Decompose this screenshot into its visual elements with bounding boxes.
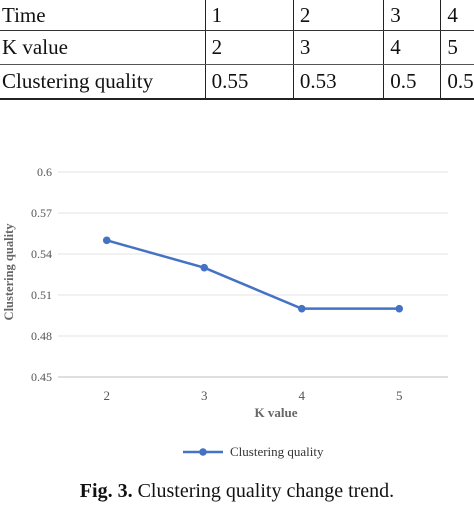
legend: Clustering quality [183, 444, 324, 459]
figure-caption: Fig. 3. Clustering quality change trend. [0, 480, 474, 503]
y-tick-label: 0.57 [31, 206, 52, 220]
table-cell: 1 [204, 0, 294, 31]
table-cell: 3 [292, 30, 384, 65]
y-tick-label: 0.45 [31, 370, 52, 384]
data-table: Time 1 2 3 4 K value 2 3 4 5 Clustering … [0, 0, 474, 100]
row-label: Time [0, 0, 206, 31]
figure-caption-text: Clustering quality change trend. [137, 480, 395, 502]
data-point [200, 263, 209, 272]
line-chart: 0.45 0.48 0.51 0.54 0.57 0.6 2 3 4 5 Clustering … [0, 150, 474, 470]
row-label: K value [0, 30, 206, 65]
data-point [297, 304, 306, 313]
y-tick-label: 0.54 [31, 247, 52, 261]
table-cell: 0.55 [204, 64, 294, 100]
table-cell: 4 [440, 0, 474, 31]
series-line [106, 239, 400, 310]
line-chart-svg: 0.45 0.48 0.51 0.54 0.57 0.6 2 3 4 5 Clustering … [2, 165, 448, 459]
table-cell: 0.5 [383, 64, 441, 100]
x-tick-label: 2 [104, 388, 111, 403]
data-table-container: Time 1 2 3 4 K value 2 3 4 5 Clustering … [0, 0, 474, 110]
table-cell: 0.5 [440, 64, 474, 100]
row-label: Clustering quality [0, 64, 206, 100]
series-layer [102, 236, 404, 313]
y-tick-labels: 0.45 0.48 0.51 0.54 0.57 0.6 [31, 165, 52, 384]
table-row-k-value: K value 2 3 4 5 [0, 30, 474, 65]
data-point [102, 236, 111, 245]
table-row-time: Time 1 2 3 4 [0, 0, 474, 31]
table-cell: 5 [440, 30, 474, 65]
table-cell: 2 [204, 30, 294, 65]
y-tick-label: 0.48 [31, 329, 52, 343]
table-cell: 3 [383, 0, 441, 31]
legend-label: Clustering quality [230, 444, 324, 459]
legend-marker [199, 448, 207, 456]
y-axis-label: Clustering quality [2, 223, 16, 321]
data-point [395, 304, 404, 313]
y-tick-label: 0.51 [31, 288, 52, 302]
table-cell: 0.53 [292, 64, 384, 100]
x-tick-labels: 2 3 4 5 [104, 388, 403, 403]
table-row-clustering-quality: Clustering quality 0.55 0.53 0.5 0.5 [0, 64, 474, 100]
table-cell: 4 [383, 30, 441, 65]
x-tick-label: 4 [299, 388, 306, 403]
x-tick-label: 5 [396, 388, 403, 403]
figure-label: Fig. 3. [79, 480, 133, 502]
x-tick-label: 3 [201, 388, 208, 403]
y-tick-label: 0.6 [37, 165, 52, 179]
table-cell: 2 [292, 0, 384, 31]
gridlines [58, 171, 448, 378]
x-axis-label: K value [255, 405, 298, 420]
